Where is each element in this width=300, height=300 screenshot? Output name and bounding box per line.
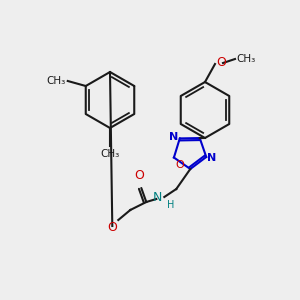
Text: CH₃: CH₃ <box>236 54 255 64</box>
Text: CH₃: CH₃ <box>100 149 120 159</box>
Text: O: O <box>175 160 184 170</box>
Text: H: H <box>167 200 175 210</box>
Text: N: N <box>207 153 217 163</box>
Text: N: N <box>153 191 162 205</box>
Text: O: O <box>216 56 226 70</box>
Text: N: N <box>169 132 178 142</box>
Text: CH₃: CH₃ <box>46 76 66 86</box>
Text: O: O <box>134 169 144 182</box>
Text: O: O <box>107 221 117 234</box>
